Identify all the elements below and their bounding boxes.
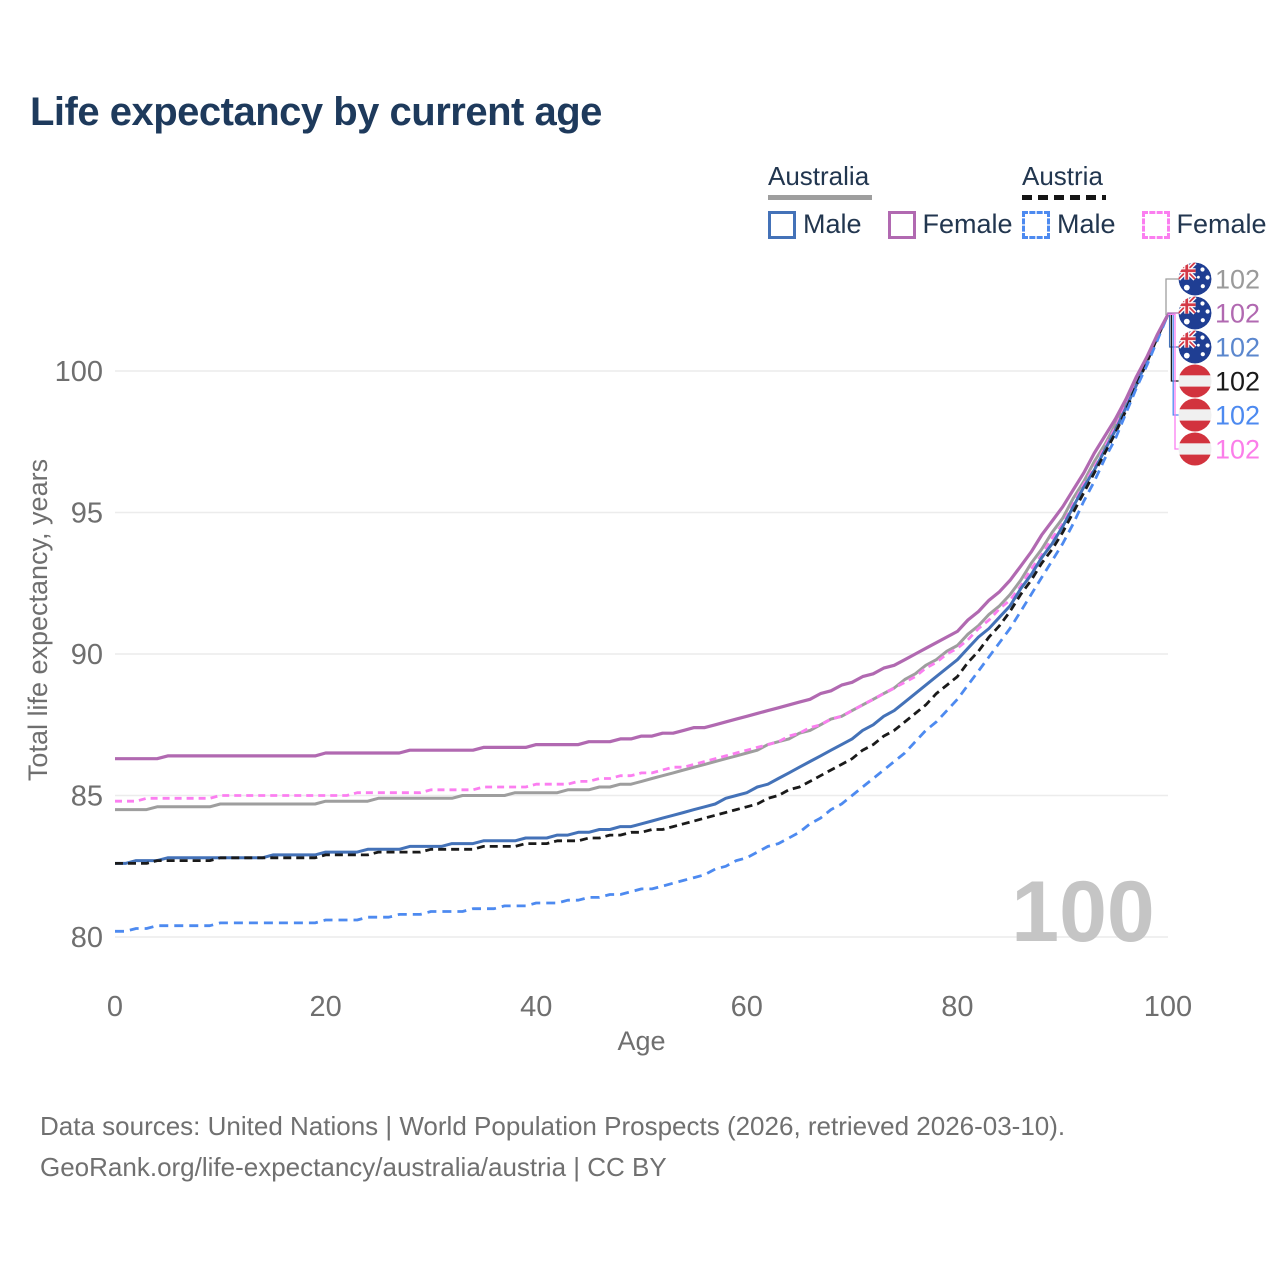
legend-title-austria[interactable]: Austria (1022, 161, 1103, 191)
y-tick-label-95: 95 (71, 498, 103, 530)
line-austria-total (115, 313, 1170, 865)
line-austria-male (115, 313, 1170, 933)
axis-labels: 80 85 90 95 100 0 20 40 60 80 100 Age Total life exp… (23, 356, 1192, 1056)
x-tick-label-0: 0 (107, 991, 123, 1023)
legend-group-austria: Austria Male Female (1022, 161, 1280, 240)
x-tick-label-40: 40 (520, 991, 552, 1023)
y-axis-title: Total life expectancy, years (23, 459, 53, 781)
legend-label-australia-male[interactable]: Male (803, 209, 862, 239)
end-label-austria-total: 102 (1215, 367, 1260, 397)
footer: Data sources: United Nations | World Pop… (40, 1106, 1065, 1187)
end-label-rail: 102 102 102 102 102 102 (1165, 262, 1260, 466)
end-label-australia-female: 102 (1215, 299, 1260, 329)
page-title: Life expectancy by current age (30, 90, 602, 134)
y-tick-label-80: 80 (71, 922, 103, 954)
legend-swatch-australia-male[interactable] (768, 210, 796, 239)
end-label-australia-total: 102 (1215, 265, 1260, 295)
australia-flag-icon (1178, 330, 1212, 364)
footer-attribution: GeoRank.org/life-expectancy/australia/au… (40, 1151, 667, 1182)
x-tick-label-80: 80 (941, 991, 973, 1023)
legend-title-australia[interactable]: Australia (768, 161, 870, 191)
australia-flag-icon (1178, 262, 1212, 296)
legend-swatch-austria-male[interactable] (1022, 210, 1050, 239)
legend-swatch-austria-female[interactable] (1141, 210, 1170, 239)
australia-flag-icon (1178, 296, 1212, 330)
leader-line-austria-female (1168, 313, 1180, 450)
legend-swatch-australia-female[interactable] (887, 210, 916, 239)
y-tick-label-100: 100 (55, 356, 103, 388)
y-tick-label-85: 85 (71, 781, 103, 813)
line-australia-male (115, 313, 1170, 865)
legend-underline-austria (1022, 195, 1106, 200)
end-label-austria-male: 102 (1215, 401, 1260, 431)
x-tick-label-60: 60 (731, 991, 763, 1023)
x-tick-label-20: 20 (309, 991, 341, 1023)
line-australia-total (115, 313, 1170, 812)
footer-sources: Data sources: United Nations | World Pop… (40, 1111, 1066, 1141)
leader-line-australia-total (1165, 278, 1180, 316)
legend-label-austria-male[interactable]: Male (1057, 209, 1116, 239)
end-label-austria-female: 102 (1215, 435, 1260, 465)
x-tick-label-100: 100 (1144, 991, 1192, 1023)
leader-line-australia-female (1167, 312, 1180, 316)
end-label-australia-male: 102 (1215, 333, 1260, 363)
legend-group-australia: Australia Male Female (768, 161, 1039, 240)
austria-flag-icon (1178, 364, 1212, 398)
age-watermark: 100 (1011, 864, 1155, 960)
y-tick-label-90: 90 (71, 639, 103, 671)
x-axis-title: Age (617, 1026, 665, 1056)
line-australia-female (115, 313, 1170, 761)
austria-flag-icon (1178, 432, 1212, 466)
legend-label-australia-female[interactable]: Female (922, 209, 1013, 239)
watermark-layer: 100 (1011, 864, 1155, 960)
series-lines (115, 313, 1170, 933)
gridlines (115, 370, 1168, 938)
leader-line-australia-male (1168, 313, 1180, 348)
line-austria-female (115, 313, 1170, 803)
austria-flag-icon (1178, 398, 1212, 432)
legend-label-austria-female[interactable]: Female (1176, 209, 1267, 239)
legend-underline-australia (768, 195, 872, 200)
